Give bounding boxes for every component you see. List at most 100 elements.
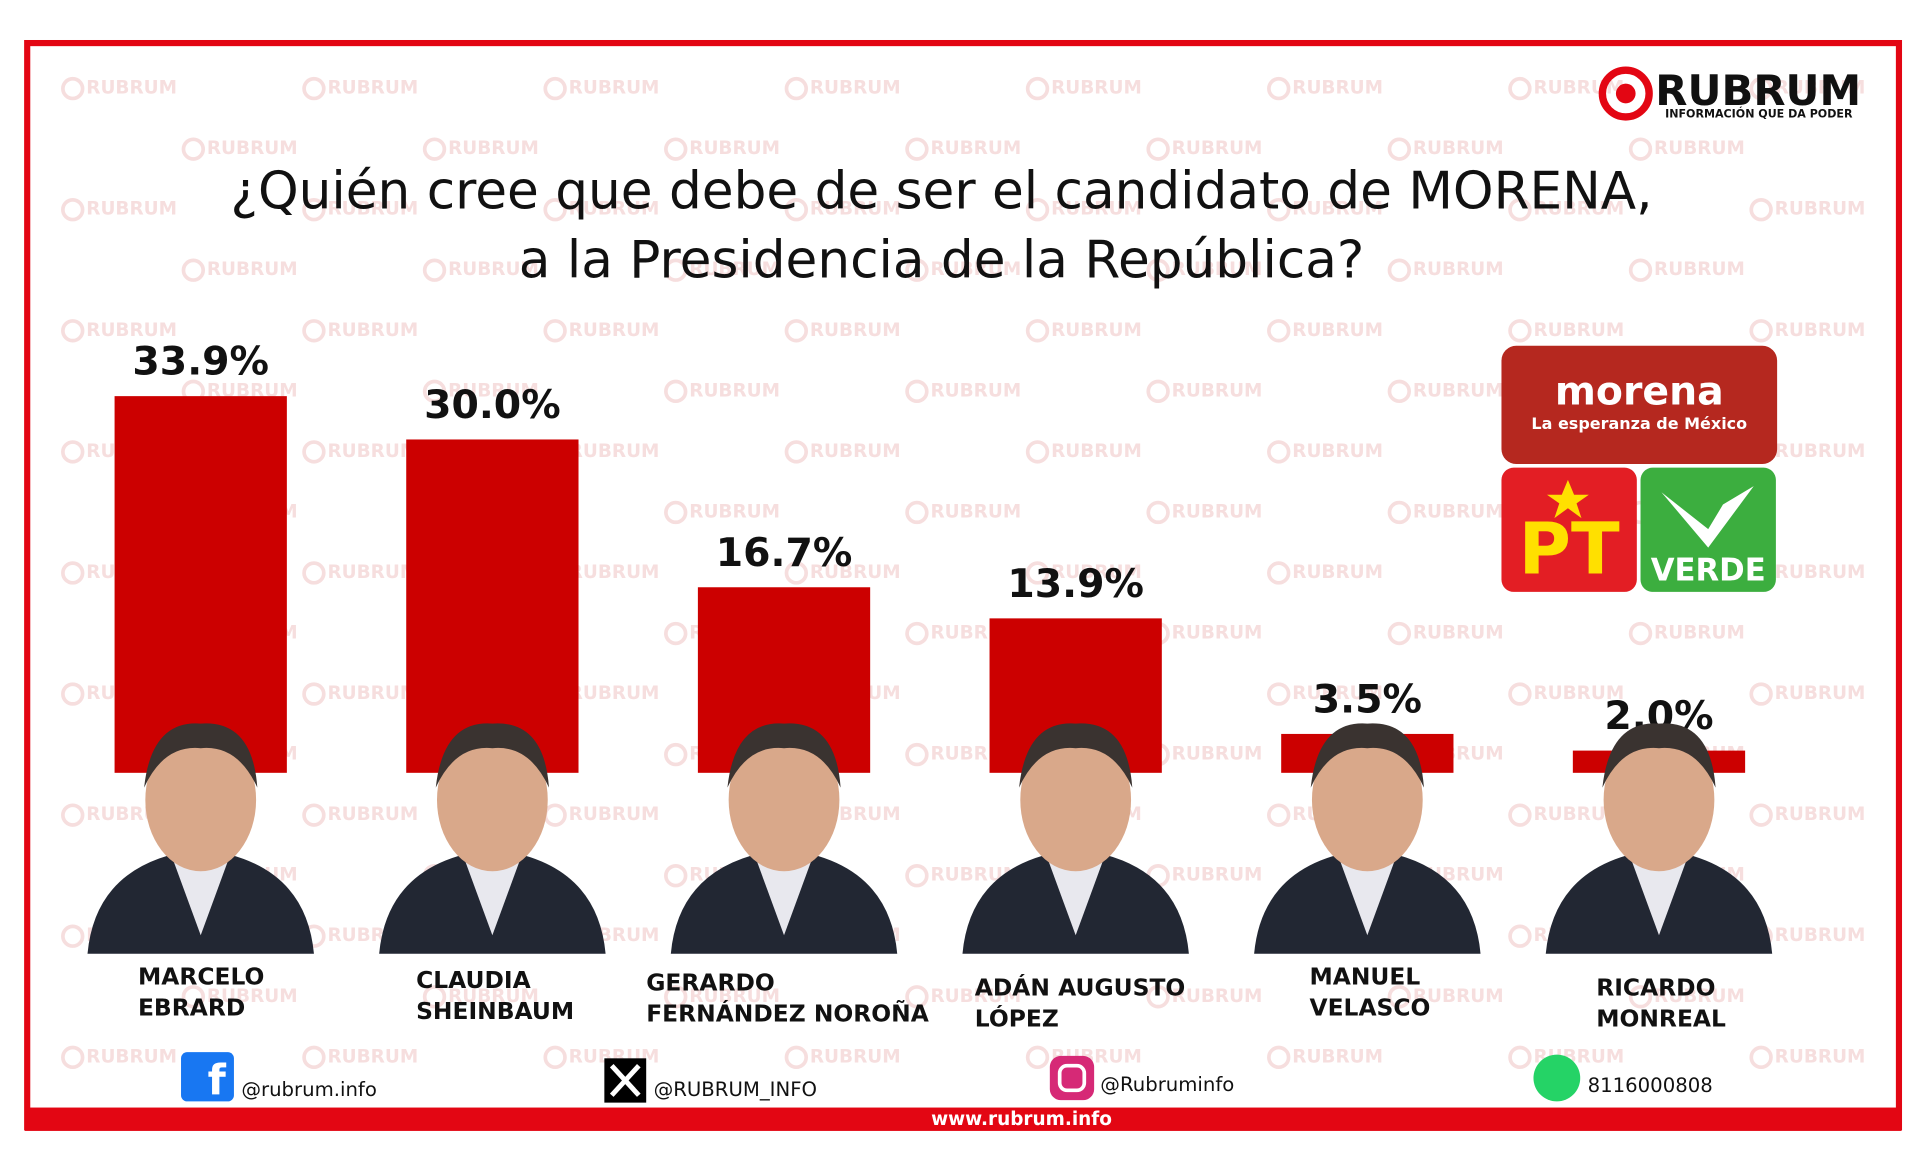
- watermark-text: RUBRUM: [810, 78, 901, 99]
- watermark-text: RUBRUM: [1292, 78, 1383, 99]
- watermark-text: RUBRUM: [327, 683, 418, 704]
- watermark-ring: [1749, 803, 1773, 827]
- watermark-text: RUBRUM: [1775, 804, 1866, 825]
- facebook-handle: @rubrum.info: [241, 1078, 377, 1101]
- watermark-ring: [1508, 198, 1532, 222]
- watermark-text: RUBRUM: [1413, 501, 1504, 522]
- watermark-ring: [1387, 379, 1412, 404]
- watermark-ring: [422, 985, 447, 1009]
- watermark-text: RUBRUM: [327, 1046, 418, 1067]
- watermark-text: RUBRUM: [448, 138, 539, 159]
- verde-text: VERDE: [1651, 553, 1766, 589]
- watermark-ring: [1025, 76, 1050, 101]
- watermark-ring: [543, 76, 567, 101]
- watermark-text: RUBRUM: [930, 380, 1021, 401]
- watermark-ring: [1749, 76, 1773, 101]
- watermark-ring: [61, 440, 85, 464]
- watermark-ring: [1508, 924, 1532, 948]
- x-tick-label: MARCELO EBRARD: [137, 963, 265, 1022]
- instagram-handle: @Rubruminfo: [1100, 1073, 1234, 1096]
- watermark-text: RUBRUM: [1051, 78, 1142, 99]
- watermark-ring: [302, 440, 326, 464]
- portrait-collar: [1340, 861, 1395, 936]
- watermark-ring: [905, 621, 929, 646]
- watermark-text: RUBRUM: [689, 501, 780, 522]
- watermark-ring: [905, 864, 929, 888]
- watermark-text: RUBRUM: [1775, 320, 1866, 341]
- whatsapp-icon: [1533, 1054, 1581, 1102]
- logo-text: RUBRUM: [1655, 66, 1861, 115]
- watermark-ring: [664, 500, 688, 525]
- watermark-text: RUBRUM: [930, 501, 1021, 522]
- watermark-ring: [1146, 985, 1170, 1009]
- watermark-ring: [784, 1045, 809, 1070]
- watermark-text: RUBRUM: [1292, 1046, 1383, 1067]
- watermark-text: RUBRUM: [1533, 320, 1624, 341]
- portrait-head: [1311, 728, 1423, 872]
- watermark-text: RUBRUM: [689, 986, 780, 1007]
- watermark-ring: [664, 379, 688, 404]
- watermark-ring: [1267, 198, 1291, 222]
- watermark-text: RUBRUM: [1775, 199, 1866, 220]
- watermark-text: RUBRUM: [810, 199, 901, 220]
- watermark-text: RUBRUM: [1413, 380, 1504, 401]
- website: www.rubrum.info: [931, 1109, 1112, 1130]
- watermark-text: RUBRUM: [1172, 138, 1263, 159]
- watermark-ring: [543, 803, 567, 827]
- watermark-text: RUBRUM: [1654, 138, 1745, 159]
- portrait-collar: [1048, 861, 1103, 936]
- watermark-ring: [1267, 682, 1291, 706]
- watermark-text: RUBRUM: [1172, 380, 1263, 401]
- watermark-text: RUBRUM: [327, 78, 418, 99]
- watermark-ring: [1146, 137, 1170, 161]
- watermark-ring: [1508, 803, 1532, 827]
- watermark-text: RUBRUM: [1292, 683, 1383, 704]
- watermark-ring: [422, 258, 447, 282]
- watermark-ring: [784, 198, 809, 222]
- bar: [114, 396, 287, 773]
- watermark-ring: [1387, 137, 1412, 161]
- portrait-collar: [756, 861, 812, 936]
- watermark-text: RUBRUM: [86, 199, 177, 220]
- watermark-ring: [1628, 258, 1653, 282]
- watermark-ring: [1749, 319, 1773, 343]
- watermark-ring: [905, 500, 929, 525]
- portrait-hair: [1019, 723, 1133, 788]
- bar: [406, 439, 579, 773]
- watermark-text: RUBRUM: [1775, 78, 1866, 99]
- morena-tagline: La esperanza de México: [1531, 414, 1747, 433]
- portrait-head: [1603, 728, 1715, 872]
- portrait-collar: [465, 861, 520, 936]
- portrait-hair: [144, 723, 258, 788]
- watermark-text: RUBRUM: [689, 259, 780, 280]
- instagram-glyph: [1057, 1063, 1087, 1093]
- verde-mark: [1661, 486, 1754, 548]
- watermark-text: RUBRUM: [448, 380, 539, 401]
- watermark-text: RUBRUM: [1775, 562, 1866, 583]
- name-box: MARCELO EBRARD: [137, 963, 265, 1022]
- watermark-ring: [61, 319, 85, 343]
- watermark-ring: [905, 137, 929, 161]
- portrait-head: [728, 728, 840, 872]
- watermark-ring: [181, 985, 206, 1009]
- watermark-ring: [181, 258, 206, 282]
- watermark-ring: [1146, 379, 1170, 404]
- watermark-text: RUBRUM: [207, 259, 298, 280]
- watermark-ring: [1749, 198, 1773, 222]
- watermark-ring: [784, 76, 809, 101]
- watermark-text: RUBRUM: [448, 259, 539, 280]
- watermark-ring: [61, 1045, 85, 1070]
- watermark-text: RUBRUM: [569, 78, 660, 99]
- watermark-ring: [1025, 561, 1050, 585]
- watermark-ring: [1749, 1045, 1773, 1070]
- watermark-text: RUBRUM: [810, 441, 901, 462]
- watermark-ring: [905, 258, 929, 282]
- watermark-text: RUBRUM: [207, 986, 298, 1007]
- watermark-text: RUBRUM: [1775, 441, 1866, 462]
- name-box: GERARDO FERNÁNDEZ NOROÑA: [646, 970, 929, 1028]
- watermark-ring: [664, 621, 688, 646]
- watermark-ring: [1387, 258, 1412, 282]
- watermark-ring: [1025, 319, 1050, 343]
- x-tick-label: CLAUDIA SHEINBAUM: [416, 967, 575, 1026]
- watermark-ring: [1628, 985, 1653, 1009]
